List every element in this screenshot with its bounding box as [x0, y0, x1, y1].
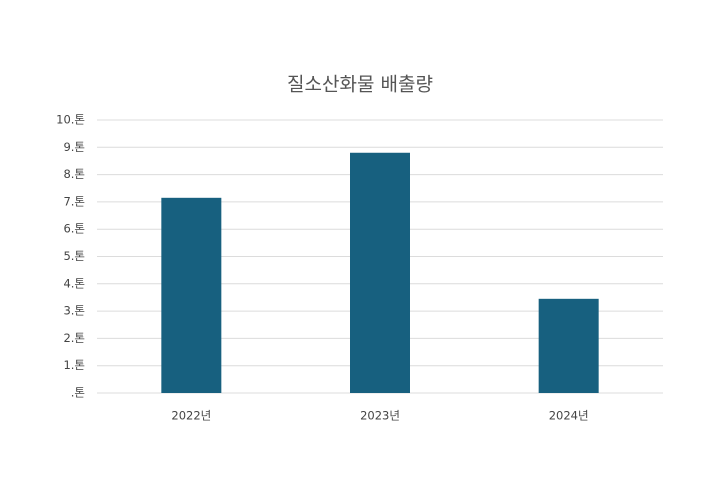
bar [538, 298, 599, 393]
y-tick-label: 10.톤 [56, 113, 85, 127]
y-tick-label: 5.톤 [63, 249, 85, 263]
x-tick-label: 2023년 [360, 409, 400, 423]
y-tick-label: 4.톤 [63, 276, 85, 290]
chart-title: 질소산화물 배출량 [287, 74, 433, 96]
y-tick-label: 3.톤 [63, 304, 85, 318]
y-tick-label: 7.톤 [63, 194, 85, 208]
y-tick-label: 2.톤 [63, 331, 85, 345]
y-tick-label: 1.톤 [63, 358, 85, 372]
y-tick-label: .톤 [71, 386, 85, 400]
y-tick-label: 6.톤 [63, 222, 85, 236]
y-tick-label: 9.톤 [63, 140, 85, 154]
y-tick-label: 8.톤 [63, 167, 85, 181]
bar [350, 152, 410, 393]
bar [161, 197, 222, 393]
x-tick-label: 2022년 [171, 409, 211, 423]
x-tick-label: 2024년 [549, 409, 589, 423]
